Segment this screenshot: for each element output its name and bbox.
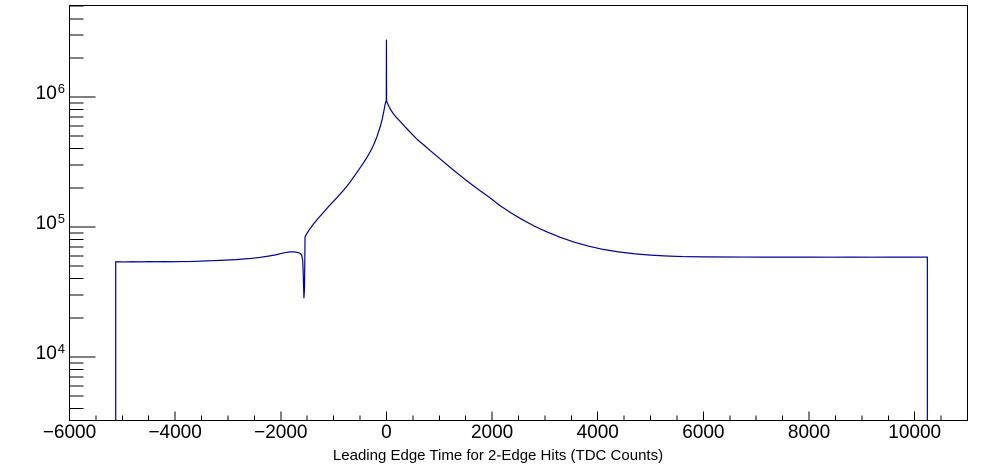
y-tick-label-exponent: 4 xyxy=(57,340,65,356)
x-tick-label: −4000 xyxy=(148,422,202,443)
y-tick-label: 105 xyxy=(0,210,65,235)
y-tick-label: 104 xyxy=(0,340,65,365)
x-tick-label: −2000 xyxy=(254,422,308,443)
x-tick-label: 2000 xyxy=(470,422,514,443)
x-tick-label: 0 xyxy=(381,422,392,443)
y-tick-label: 106 xyxy=(0,81,65,105)
x-axis-title: Leading Edge Time for 2-Edge Hits (TDC C… xyxy=(332,447,664,464)
plot-frame xyxy=(69,5,968,421)
y-tick-label-base: 10 xyxy=(35,212,57,234)
x-tick-label: 4000 xyxy=(576,422,619,443)
x-tick-label: 6000 xyxy=(682,422,725,443)
histogram-line xyxy=(115,39,928,421)
y-tick-label-base: 10 xyxy=(35,83,57,104)
y-tick-label-base: 10 xyxy=(35,342,57,364)
x-tick-label: 8000 xyxy=(787,422,831,443)
y-tick-label-exponent: 5 xyxy=(57,210,65,226)
x-tick-label: −6000 xyxy=(42,422,97,443)
x-tick-label: 10000 xyxy=(888,422,942,443)
y-tick-label-exponent: 6 xyxy=(57,81,65,96)
